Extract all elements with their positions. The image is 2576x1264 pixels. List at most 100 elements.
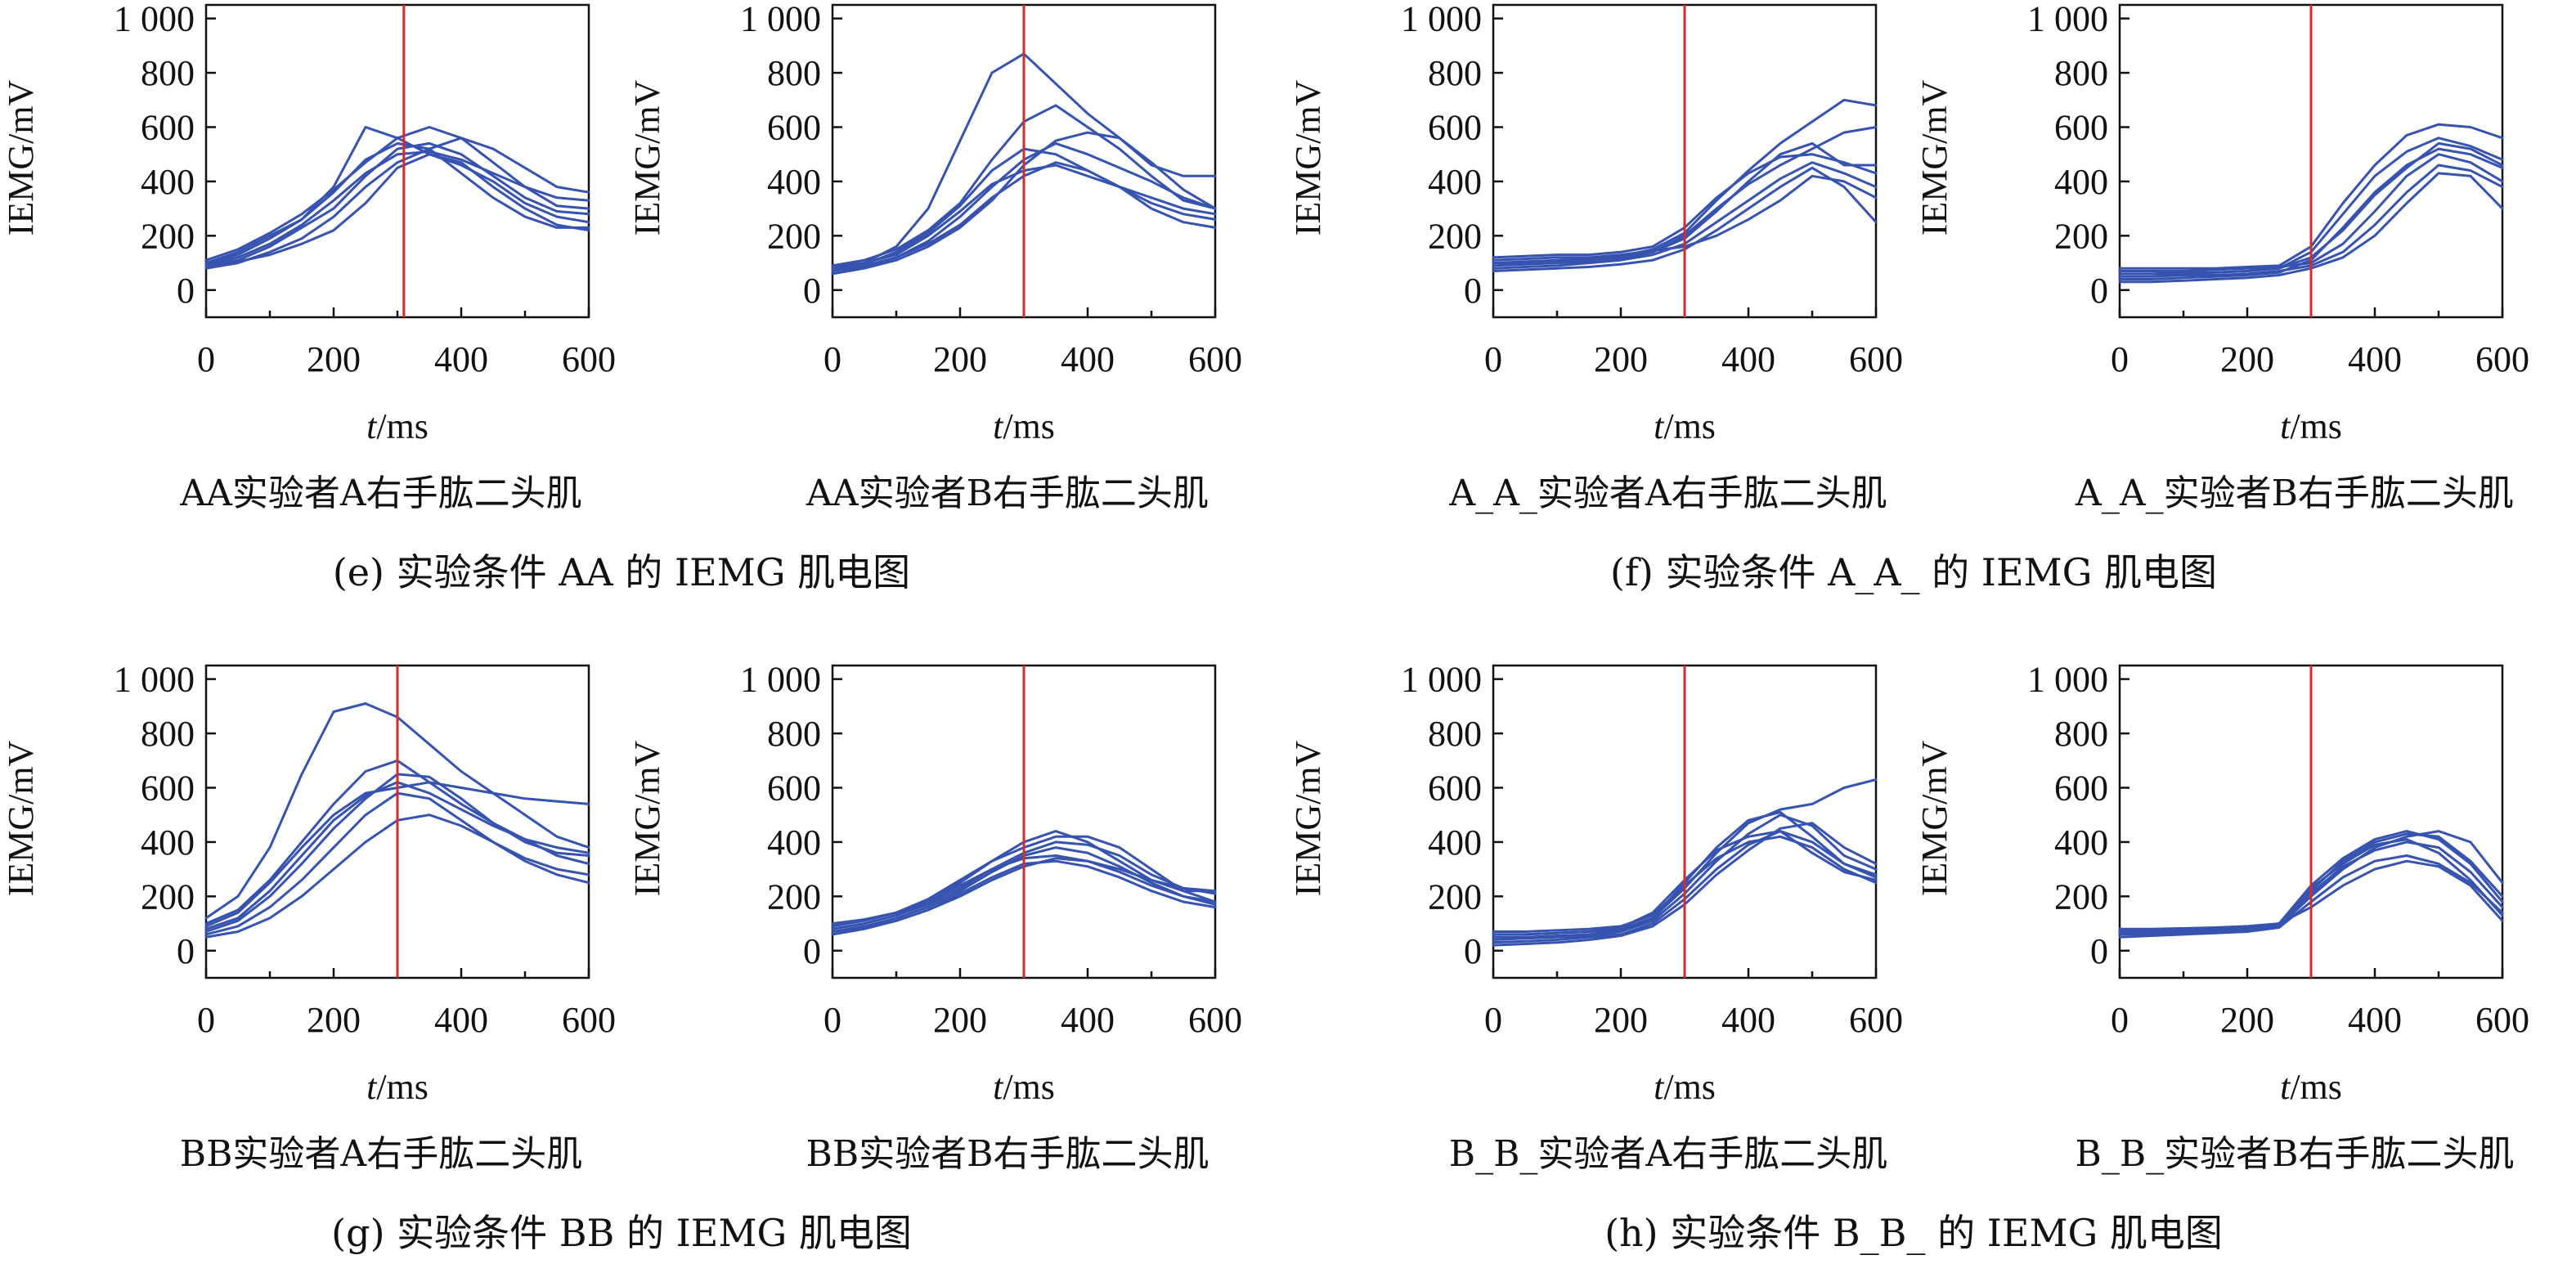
x-axis-title: t/ms [1654, 406, 1716, 446]
y-tick-label: 800 [767, 714, 821, 754]
x-tick-label: 0 [824, 1000, 841, 1040]
group-caption-g: (g) 实验条件 BB 的 IEMG 肌电图 [331, 1211, 912, 1255]
chart-panel-6: 0 200 400 600 800 1 000 0 200 400 600 IEMG/mV t/ms B… [627, 660, 1242, 1175]
x-axis-title: t/ms [2280, 406, 2342, 446]
x-axis-title-variable: t [993, 406, 1004, 446]
x-axis-title-unit: /ms [2290, 406, 2342, 446]
y-tick-label: 800 [141, 53, 195, 93]
y-axis-title: IEMG/mV [627, 79, 667, 235]
x-tick-label: 600 [562, 1000, 616, 1040]
x-axis-title-unit: /ms [376, 1067, 429, 1107]
x-axis-title-unit: /ms [1003, 406, 1055, 446]
y-tick-label: 800 [2054, 53, 2108, 93]
y-axis-title: IEMG/mV [1288, 79, 1328, 235]
y-tick-label: 1 000 [114, 0, 195, 39]
x-tick-label: 600 [2475, 1000, 2529, 1040]
y-tick-label: 1 000 [1401, 660, 1482, 700]
chart-panel-4: 0 200 400 600 800 1 000 0 200 400 600 IEMG/mV t/ms A… [1914, 0, 2529, 514]
panel-caption: BB实验者A右手肱二头肌 [180, 1133, 582, 1175]
x-tick-label: 400 [1061, 1000, 1115, 1040]
x-tick-label: 400 [434, 1000, 488, 1040]
y-tick-label: 200 [2054, 876, 2108, 917]
x-axis-title-variable: t [1654, 406, 1665, 446]
x-axis-title: t/ms [993, 406, 1055, 446]
y-tick-label: 200 [2054, 216, 2108, 256]
x-tick-label: 600 [1849, 1000, 1903, 1040]
panel-caption: A_A_实验者A右手肱二头肌 [1448, 473, 1887, 514]
x-tick-label: 200 [2220, 1000, 2274, 1040]
x-tick-label: 600 [1188, 1000, 1242, 1040]
series-line-5 [204, 150, 590, 266]
panel-caption: AA实验者A右手肱二头肌 [179, 473, 581, 514]
series-line-3 [204, 137, 590, 270]
y-tick-label: 600 [767, 107, 821, 147]
y-tick-label: 1 000 [1401, 0, 1482, 39]
y-tick-label: 400 [767, 822, 821, 863]
x-tick-label: 200 [1594, 339, 1648, 379]
group-caption-e: (e) 实验条件 AA 的 IEMG 肌电图 [333, 550, 910, 594]
chart-panel-8: 0 200 400 600 800 1 000 0 200 400 600 IEMG/mV t/ms B… [1914, 660, 2529, 1175]
x-axis-title-variable: t [366, 1067, 378, 1107]
y-tick-label: 800 [141, 714, 195, 754]
chart-panel-3: 0 200 400 600 800 1 000 0 200 400 600 IEMG/mV t/ms A… [1288, 0, 1903, 514]
y-tick-label: 800 [1428, 714, 1482, 754]
y-tick-label: 600 [2054, 768, 2108, 808]
x-tick-label: 600 [1849, 339, 1903, 379]
y-tick-label: 1 000 [2027, 0, 2108, 39]
y-axis-title: IEMG/mV [1914, 740, 1954, 896]
x-tick-label: 200 [1594, 1000, 1648, 1040]
y-axis-title: IEMG/mV [1914, 79, 1954, 235]
x-axis-title-unit: /ms [1663, 1067, 1716, 1107]
y-tick-label: 1 000 [740, 0, 821, 39]
x-axis-title-unit: /ms [2290, 1067, 2342, 1107]
x-axis-title-variable: t [1654, 1067, 1665, 1107]
series-line-6 [204, 153, 590, 268]
y-axis-title: IEMG/mV [627, 740, 667, 896]
y-tick-label: 0 [177, 271, 195, 311]
x-tick-label: 400 [1721, 1000, 1775, 1040]
chart-panel-7: 0 200 400 600 800 1 000 0 200 400 600 IEMG/mV t/ms B… [1288, 660, 1903, 1175]
x-tick-label: 200 [307, 1000, 361, 1040]
y-tick-label: 400 [1428, 162, 1482, 202]
x-axis-title: t/ms [366, 406, 429, 446]
y-tick-label: 600 [141, 768, 195, 808]
y-tick-label: 800 [2054, 714, 2108, 754]
series-line-2 [204, 126, 590, 265]
y-tick-label: 0 [803, 931, 821, 971]
y-tick-label: 0 [177, 931, 195, 971]
y-tick-label: 0 [2090, 931, 2108, 971]
y-tick-label: 1 000 [2027, 660, 2108, 700]
x-tick-label: 200 [307, 339, 361, 379]
x-tick-label: 0 [1484, 1000, 1502, 1040]
y-tick-label: 0 [803, 271, 821, 311]
x-tick-label: 400 [2348, 1000, 2402, 1040]
x-tick-label: 0 [2111, 339, 2129, 379]
x-axis-title: t/ms [993, 1067, 1055, 1107]
x-tick-label: 200 [933, 339, 987, 379]
y-tick-label: 0 [1464, 931, 1482, 971]
panel-caption: B_B_实验者B右手肱二头肌 [2075, 1133, 2514, 1175]
chart-panel-5: 0 200 400 600 800 1 000 0 200 400 600 IEMG/mV t/ms B… [1, 660, 616, 1175]
panel-caption: BB实验者B右手肱二头肌 [806, 1133, 1209, 1175]
x-tick-label: 0 [1484, 339, 1502, 379]
x-tick-label: 200 [2220, 339, 2274, 379]
y-tick-label: 400 [2054, 162, 2108, 202]
x-tick-label: 0 [197, 339, 215, 379]
y-tick-label: 400 [141, 162, 195, 202]
x-axis-title-unit: /ms [376, 406, 429, 446]
panel-caption: B_B_实验者A右手肱二头肌 [1449, 1133, 1887, 1175]
x-axis-title-variable: t [2280, 1067, 2291, 1107]
y-tick-label: 200 [141, 216, 195, 256]
y-axis-title: IEMG/mV [1288, 740, 1328, 896]
plot-frame [204, 3, 590, 319]
y-tick-label: 600 [767, 768, 821, 808]
y-tick-label: 400 [141, 822, 195, 863]
y-tick-label: 600 [141, 107, 195, 147]
chart-panel-2: 0 200 400 600 800 1 000 0 200 400 600 IEMG/mV t/ms A… [627, 0, 1242, 514]
x-tick-label: 400 [1061, 339, 1115, 379]
y-tick-label: 600 [1428, 768, 1482, 808]
y-tick-label: 0 [2090, 271, 2108, 311]
x-tick-label: 400 [1721, 339, 1775, 379]
y-tick-label: 400 [1428, 822, 1482, 863]
